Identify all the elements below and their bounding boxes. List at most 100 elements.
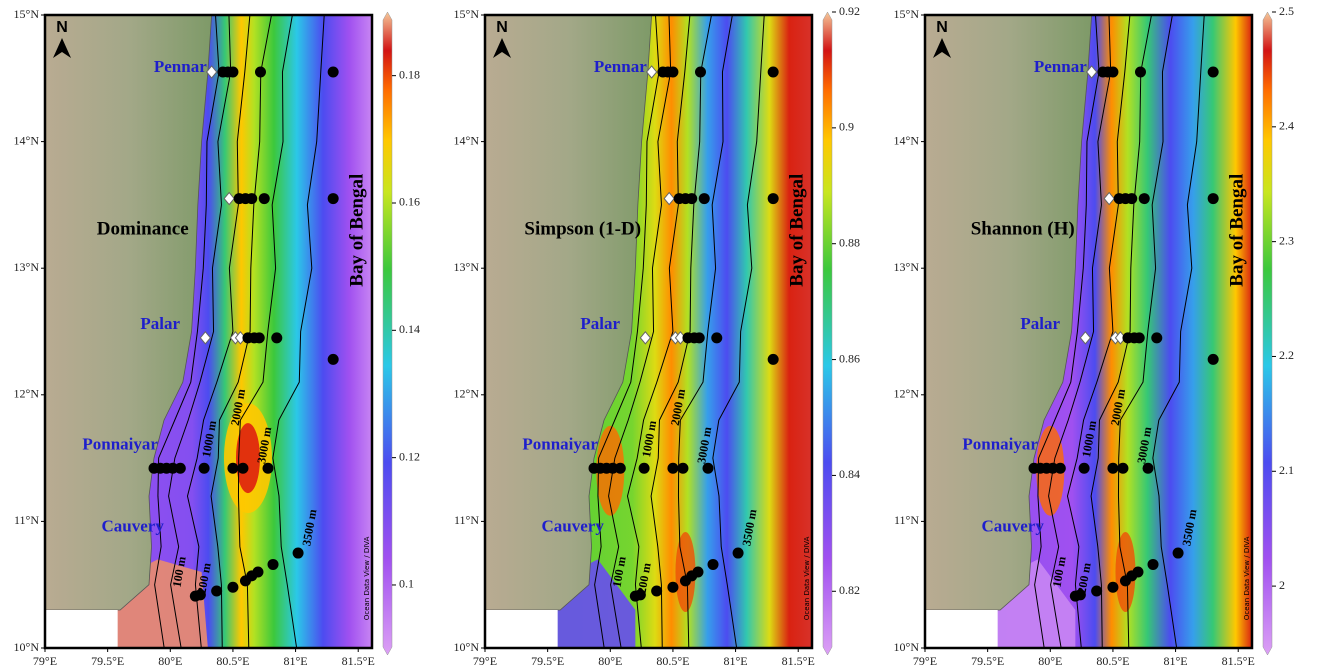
river-label: Cauvery <box>542 517 605 536</box>
station-dot <box>1079 463 1090 474</box>
station-dot <box>1055 463 1066 474</box>
x-tick-label: 81°E <box>1164 654 1188 668</box>
x-tick-label: 79°E <box>913 654 937 668</box>
station-dot <box>227 66 238 77</box>
no-data <box>925 610 998 648</box>
station-dot <box>1126 193 1137 204</box>
colorbar-tick-label: 0.16 <box>399 195 420 209</box>
station-dot <box>328 66 339 77</box>
station-dot <box>692 567 703 578</box>
station-dot <box>694 332 705 343</box>
station-dot <box>703 463 714 474</box>
y-tick-label: 11°N <box>14 513 39 527</box>
y-tick-label: 11°N <box>894 513 919 527</box>
station-dot <box>1117 463 1128 474</box>
station-dot <box>1151 332 1162 343</box>
colorbar-tick-label: 2.5 <box>1279 4 1294 18</box>
y-tick-label: 10°N <box>894 640 920 654</box>
y-tick-label: 14°N <box>14 133 40 147</box>
credit: Ocean Data View / DIVA <box>363 536 371 620</box>
x-tick-label: 80.5°E <box>216 654 249 668</box>
credit: Ocean Data View / DIVA <box>1243 536 1251 620</box>
river-label: Cauvery <box>102 517 165 536</box>
index-title: Simpson (1-D) <box>524 219 641 240</box>
station-dot <box>639 463 650 474</box>
x-tick-label: 80.5°E <box>1096 654 1129 668</box>
y-tick-label: 13°N <box>14 260 40 274</box>
y-tick-label: 10°N <box>14 640 40 654</box>
map-area <box>45 15 372 648</box>
station-dot <box>1075 589 1086 600</box>
x-tick-label: 81°E <box>724 654 748 668</box>
station-dot <box>708 559 719 570</box>
x-tick-label: 79°E <box>473 654 497 668</box>
station-dot <box>237 463 248 474</box>
station-dot <box>211 586 222 597</box>
station-dot <box>615 463 626 474</box>
station-dot <box>1107 582 1118 593</box>
sea-label: Bay of Bengal <box>347 174 368 287</box>
y-tick-label: 13°N <box>454 260 480 274</box>
colorbar-tick-label: 0.1 <box>399 577 414 591</box>
colorbar <box>823 12 832 655</box>
colorbar-tick-label: 2.1 <box>1279 463 1294 477</box>
station-dot <box>635 589 646 600</box>
x-tick-label: 80°E <box>158 654 182 668</box>
river-label: Ponnaiyar <box>82 434 158 453</box>
river-label: Palar <box>140 314 180 333</box>
station-dot <box>1134 332 1145 343</box>
station-dot <box>255 66 266 77</box>
river-label: Ponnaiyar <box>522 434 598 453</box>
figure: 100 m200 m1000 m2000 m3000 m3500 mPennar… <box>0 0 1322 671</box>
colorbar-tick-label: 0.82 <box>839 583 860 597</box>
station-dot <box>686 193 697 204</box>
station-dot <box>195 589 206 600</box>
y-tick-label: 13°N <box>894 260 920 274</box>
station-dot <box>667 582 678 593</box>
station-dot <box>254 332 265 343</box>
x-tick-label: 81.5°E <box>342 654 375 668</box>
colorbar <box>1263 12 1272 655</box>
station-dot <box>252 567 263 578</box>
station-dot <box>227 463 238 474</box>
colorbar-tick-label: 0.9 <box>839 120 854 134</box>
y-tick-label: 10°N <box>454 640 480 654</box>
index-title: Dominance <box>97 219 189 240</box>
north-label: N <box>56 19 68 36</box>
station-dot <box>711 332 722 343</box>
station-dot <box>695 66 706 77</box>
station-dot <box>1143 463 1154 474</box>
river-label: Palar <box>1020 314 1060 333</box>
station-dot <box>651 586 662 597</box>
x-tick-label: 81°E <box>284 654 308 668</box>
map-panel: 100 m200 m1000 m2000 m3000 m3500 mPennar… <box>14 7 420 668</box>
colorbar-tick-label: 2.3 <box>1279 233 1294 247</box>
colorbar-tick-label: 0.84 <box>839 467 860 481</box>
station-dot <box>1135 66 1146 77</box>
x-tick-label: 80.5°E <box>656 654 689 668</box>
colorbar-tick-label: 0.14 <box>399 322 420 336</box>
y-tick-label: 12°N <box>14 387 40 401</box>
sea-label: Bay of Bengal <box>1227 174 1248 287</box>
station-dot <box>268 559 279 570</box>
sea-label: Bay of Bengal <box>787 174 808 287</box>
station-dot <box>699 193 710 204</box>
x-tick-label: 80°E <box>1038 654 1062 668</box>
river-label: Cauvery <box>982 517 1045 536</box>
station-dot <box>768 193 779 204</box>
river-label: Pennar <box>594 57 647 76</box>
station-dot <box>271 332 282 343</box>
station-dot <box>328 354 339 365</box>
station-dot <box>1208 66 1219 77</box>
station-dot <box>677 463 688 474</box>
station-dot <box>1208 354 1219 365</box>
y-tick-label: 11°N <box>454 513 479 527</box>
x-tick-label: 79°E <box>33 654 57 668</box>
colorbar-tick-label: 2.2 <box>1279 348 1294 362</box>
station-dot <box>1132 567 1143 578</box>
river-label: Ponnaiyar <box>962 434 1038 453</box>
index-title: Shannon (H) <box>971 219 1075 240</box>
station-dot <box>227 582 238 593</box>
colorbar-tick-label: 0.92 <box>839 4 860 18</box>
